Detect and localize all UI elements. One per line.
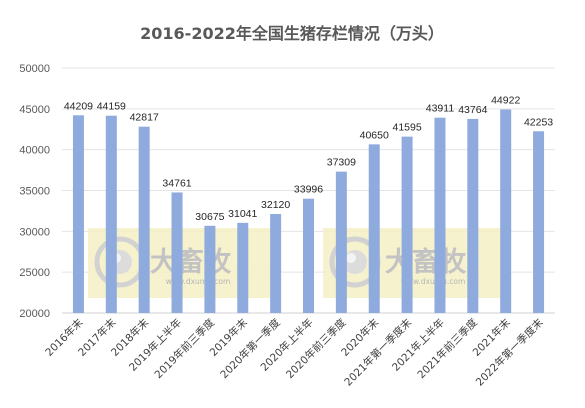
data-label: 42253 <box>524 116 553 128</box>
bar <box>204 225 216 313</box>
bar <box>105 115 117 313</box>
data-label: 42817 <box>130 112 159 124</box>
data-label: 44922 <box>491 94 520 106</box>
bar <box>467 118 479 313</box>
y-tick-label: 20000 <box>19 308 50 320</box>
data-label: 43764 <box>458 104 487 116</box>
bar <box>171 192 183 313</box>
bar <box>72 115 84 313</box>
y-tick-label: 40000 <box>19 145 50 157</box>
bar <box>368 144 380 313</box>
data-label: 34761 <box>162 177 191 189</box>
logo-highlight-icon <box>346 253 356 263</box>
data-label: 44209 <box>64 100 93 112</box>
bar <box>500 109 512 313</box>
bar <box>335 171 347 313</box>
chart-title: 2016-2022年全国生猪存栏情况（万头） <box>140 24 444 43</box>
data-label: 32120 <box>261 199 290 211</box>
y-tick-label: 35000 <box>19 186 50 198</box>
data-label: 44159 <box>97 101 126 113</box>
x-tick-label: 2020年第一季度 <box>218 316 284 382</box>
bar <box>533 131 545 313</box>
data-label: 37309 <box>327 157 356 169</box>
x-tick-label: 2019年前三季度 <box>152 316 218 382</box>
watermark-brand: 大畜牧 <box>385 246 467 278</box>
x-tick-label: 2020年前三季度 <box>283 316 349 382</box>
y-tick-label: 25000 <box>19 267 50 279</box>
watermark-url: www.dxumu.com <box>166 277 231 286</box>
y-axis: 20000 25000 30000 35000 40000 45000 50000 <box>19 63 50 320</box>
bars-layer <box>72 109 545 313</box>
x-tick-label: 2021年前三季度 <box>415 316 481 382</box>
bar <box>434 117 446 313</box>
bar <box>303 198 314 313</box>
data-label: 30675 <box>195 211 224 223</box>
y-tick-label: 50000 <box>19 63 50 75</box>
x-axis: 2016年末2017年末2018年末2019年上半年2019年前三季度2019年… <box>43 316 546 389</box>
y-tick-label: 45000 <box>19 104 50 116</box>
watermark-brand: 大畜牧 <box>150 246 232 278</box>
data-label: 41595 <box>392 122 421 134</box>
y-tick-label: 30000 <box>19 226 50 238</box>
data-labels-layer: 44209 44159 42817 34761 30675 31041 32120 33996… <box>64 94 553 222</box>
bar <box>401 136 413 313</box>
data-label: 31041 <box>228 208 257 220</box>
data-label: 33996 <box>294 184 323 196</box>
bar <box>237 222 249 313</box>
watermark-url: www.dxumu.com <box>401 277 466 286</box>
data-label: 43911 <box>426 103 455 115</box>
bar <box>138 126 150 313</box>
data-label: 40650 <box>360 129 389 141</box>
bar <box>270 214 282 313</box>
